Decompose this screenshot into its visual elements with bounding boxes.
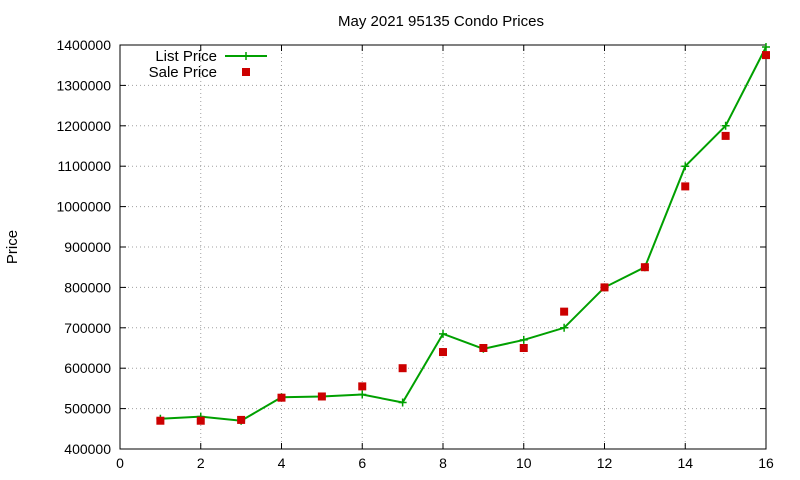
- y-tick-label: 700000: [64, 320, 111, 336]
- sale-price-point: [237, 415, 246, 424]
- series-list-price: [156, 43, 770, 425]
- y-tick-label: 600000: [64, 360, 111, 376]
- sale-price-point: [439, 348, 447, 357]
- list-price-point: [560, 323, 569, 332]
- list-price-point: [681, 162, 690, 171]
- sale-price-point: [277, 393, 286, 402]
- axes: 0 2 4 6 8 10 12 14 16 400000 500000 600000 700000 800…: [56, 37, 774, 471]
- x-tick-label: 14: [677, 455, 693, 471]
- list-price-point: [519, 335, 528, 344]
- grid: [120, 45, 766, 449]
- list-price-point: [358, 390, 367, 399]
- y-tick-label: 1100000: [58, 158, 112, 174]
- legend-label: Sale Price: [149, 64, 217, 81]
- sale-price-point: [358, 382, 367, 391]
- x-tick-label: 10: [516, 455, 532, 471]
- y-tick-label: 1000000: [56, 199, 111, 215]
- sale-price-point: [762, 51, 770, 60]
- legend-square-swatch: [242, 68, 250, 76]
- sale-price-point: [196, 416, 205, 425]
- x-tick-label: 4: [278, 455, 286, 471]
- series-sale-price: [156, 51, 770, 425]
- y-tick-label: 500000: [64, 401, 111, 417]
- x-tick-label: 0: [116, 455, 124, 471]
- y-tick-label: 1400000: [56, 37, 111, 53]
- y-tick-label: 800000: [64, 279, 111, 295]
- legend-label: List Price: [155, 48, 217, 65]
- legend-entry-sale-price: Sale Price: [149, 64, 250, 81]
- list-price-point: [721, 121, 730, 130]
- list-price-point: [398, 398, 407, 407]
- sale-price-point: [398, 364, 407, 373]
- legend-entry-list-price: List Price: [155, 48, 267, 65]
- x-tick-label: 12: [597, 455, 613, 471]
- sale-price-point: [479, 344, 488, 352]
- list-price-line: [160, 46, 767, 422]
- y-tick-label: 1200000: [56, 118, 111, 134]
- series-layer: [156, 43, 770, 425]
- y-axis-label: Price: [4, 230, 21, 264]
- sale-price-point: [560, 307, 569, 316]
- y-tick-label: 400000: [64, 441, 111, 457]
- sale-price-point: [600, 283, 609, 292]
- sale-price-point: [156, 416, 165, 425]
- sale-price-point: [721, 131, 730, 140]
- y-tick-label: 1300000: [56, 77, 111, 93]
- x-tick-label: 8: [439, 455, 447, 471]
- sale-price-point: [519, 344, 528, 352]
- sale-price-point: [640, 263, 649, 272]
- list-price-point: [762, 43, 770, 52]
- list-price-point: [439, 329, 447, 338]
- x-tick-label: 16: [758, 455, 774, 471]
- chart-title: May 2021 95135 Condo Prices: [338, 13, 544, 30]
- sale-price-point: [317, 392, 326, 401]
- sale-price-point: [681, 182, 690, 191]
- legend-plus-swatch: [242, 52, 250, 60]
- y-tick-label: 900000: [64, 239, 111, 255]
- x-tick-label: 2: [197, 455, 205, 471]
- x-tick-label: 6: [358, 455, 366, 471]
